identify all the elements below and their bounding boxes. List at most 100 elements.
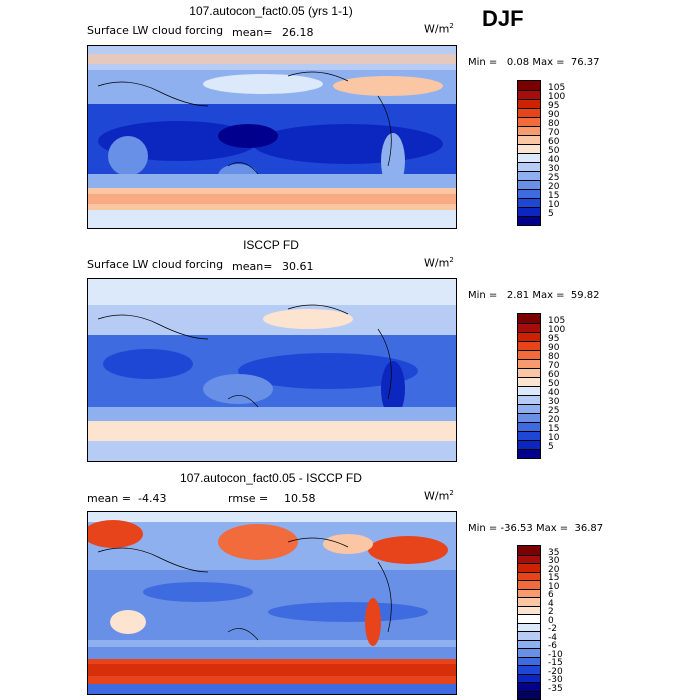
colorbar-swatch <box>518 422 540 431</box>
colorbar-swatch <box>518 588 540 597</box>
colorbar-swatch <box>518 639 540 648</box>
panel1-variable-label: Surface LW cloud forcing <box>87 24 224 37</box>
colorbar-tick-label: 20 <box>548 564 560 575</box>
colorbar-tick-label: 4 <box>548 598 554 609</box>
colorbar-tick-label: 20 <box>548 182 560 192</box>
colorbar-tick-label: 5 <box>548 442 554 452</box>
colorbar-tick-label: 50 <box>548 379 560 389</box>
panel1-mean-label: mean= <box>232 26 273 39</box>
panel3-mean-label: mean = <box>87 492 131 505</box>
colorbar-tick-label: 70 <box>548 128 560 138</box>
colorbar-swatch <box>518 90 540 99</box>
colorbar-tick-label: -20 <box>548 666 563 677</box>
colorbar-swatch <box>518 413 540 422</box>
colorbar-swatch <box>518 135 540 144</box>
colorbar-swatch <box>518 665 540 674</box>
panel1-map <box>87 45 457 229</box>
colorbar-tick-label: 25 <box>548 406 560 416</box>
colorbar-tick-label: -2 <box>548 624 557 634</box>
colorbar-tick-label: 0 <box>548 615 554 626</box>
colorbar-tick-label: 5 <box>548 209 554 219</box>
colorbar-tick-label: 80 <box>548 119 560 129</box>
colorbar-tick-label: -10 <box>548 649 563 660</box>
colorbar-tick-label: 10 <box>548 581 560 592</box>
colorbar-swatch <box>518 449 540 458</box>
colorbar-tick-label: 105 <box>548 83 566 93</box>
colorbar-tick-label: 20 <box>548 415 560 425</box>
colorbar-tick-label: 15 <box>548 424 560 434</box>
colorbar-tick-label: 100 <box>548 325 566 335</box>
panel2-units: W/m2 <box>424 256 454 270</box>
colorbar-swatch <box>518 614 540 623</box>
panel2-minmax: Min = 2.81 Max = 59.82 <box>468 290 600 301</box>
colorbar-tick-label: 40 <box>548 388 560 398</box>
colorbar-swatch <box>518 571 540 580</box>
colorbar-swatch <box>518 108 540 117</box>
colorbar-swatch <box>518 386 540 395</box>
panel3-map <box>87 511 457 695</box>
panel3-minmax: Min = -36.53 Max = 36.87 <box>468 523 604 534</box>
colorbar-swatch <box>518 377 540 386</box>
colorbar-tick-label: 90 <box>548 110 560 120</box>
panel1-mean-value: 26.18 <box>282 26 314 39</box>
colorbar-swatch <box>518 605 540 614</box>
panel3-rmse-value: 10.58 <box>284 492 316 505</box>
colorbar-tick-label: 60 <box>548 137 560 147</box>
colorbar-swatch <box>518 198 540 207</box>
colorbar-swatch <box>518 144 540 153</box>
colorbar-swatch <box>518 682 540 691</box>
colorbar-swatch <box>518 673 540 682</box>
colorbar-swatch <box>518 153 540 162</box>
colorbar-tick-label: 10 <box>548 200 560 210</box>
colorbar-swatch <box>518 99 540 108</box>
colorbar-swatch <box>518 631 540 640</box>
colorbar-swatch <box>518 656 540 665</box>
colorbar-swatch <box>518 554 540 563</box>
panel3-mean-value: -4.43 <box>138 492 167 505</box>
colorbar-tick-label: 100 <box>548 92 566 102</box>
colorbar-tick-label: 40 <box>548 155 560 165</box>
panel2-mean-value: 30.61 <box>282 260 314 273</box>
colorbar-swatch <box>518 597 540 606</box>
colorbar-tick-label: 35 <box>548 547 560 558</box>
colorbar-tick-label: 6 <box>548 590 554 600</box>
colorbar-tick-label: -30 <box>548 675 563 685</box>
colorbar-swatch <box>518 314 540 323</box>
colorbar-swatch <box>518 216 540 225</box>
panel2-variable-label: Surface LW cloud forcing <box>87 258 224 271</box>
colorbar-swatch <box>518 341 540 350</box>
colorbar-swatch <box>518 431 540 440</box>
colorbar-tick-label: 95 <box>548 101 560 111</box>
panel3-rmse-label: rmse = <box>228 492 269 505</box>
colorbar-tick-label: 90 <box>548 343 560 353</box>
colorbar-swatch <box>518 81 540 90</box>
panel1-units: W/m2 <box>424 22 454 36</box>
colorbar-tick-label: 95 <box>548 334 560 344</box>
colorbar-tick-label: -15 <box>548 658 563 668</box>
panel3-units: W/m2 <box>424 489 454 503</box>
colorbar-swatch <box>518 546 540 555</box>
colorbar-tick-label: 30 <box>548 164 560 174</box>
colorbar-swatch <box>518 580 540 589</box>
colorbar-tick-label: -35 <box>548 683 563 694</box>
colorbar-swatch <box>518 622 540 631</box>
colorbar-swatch <box>518 440 540 449</box>
colorbar-swatch <box>518 323 540 332</box>
colorbar-tick-label: -4 <box>548 632 557 643</box>
panel2-mean-label: mean= <box>232 260 273 273</box>
colorbar-tick-label: 30 <box>548 556 560 566</box>
colorbar-swatch <box>518 368 540 377</box>
panel2-colorbar <box>517 313 541 459</box>
colorbar-tick-label: 70 <box>548 361 560 371</box>
season-label: DJF <box>482 6 524 31</box>
colorbar-swatch <box>518 117 540 126</box>
colorbar-swatch <box>518 404 540 413</box>
colorbar-tick-label: 105 <box>548 316 566 326</box>
panel2-map <box>87 278 457 462</box>
colorbar-swatch <box>518 332 540 341</box>
panel2-title: ISCCP FD <box>243 238 299 252</box>
colorbar-swatch <box>518 126 540 135</box>
colorbar-swatch <box>518 563 540 572</box>
colorbar-tick-label: -6 <box>548 641 557 651</box>
colorbar-swatch <box>518 207 540 216</box>
